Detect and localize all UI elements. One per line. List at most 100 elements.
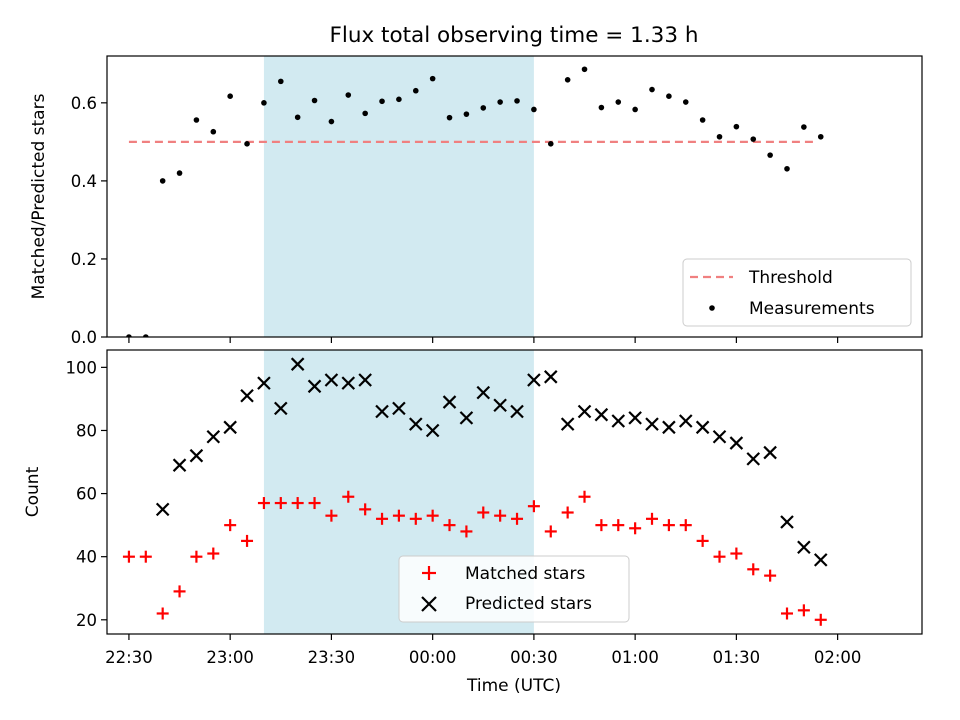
matched-stars-point: [511, 512, 524, 525]
legend-matched-swatch: [422, 566, 436, 580]
predicted-stars-point: [476, 385, 491, 400]
measurement-point: [598, 104, 605, 111]
measurement-point: [733, 123, 740, 130]
bottom-plot-frame: [106, 349, 923, 635]
predicted-stars-point: [324, 373, 339, 387]
predicted-stars-point: [510, 404, 524, 419]
x-tick-label: 02:00: [814, 648, 862, 667]
matched-stars-point: [156, 607, 169, 620]
matched-stars-point: [662, 519, 675, 532]
bottom-y-axis: 20 40 60 80 100: [66, 358, 107, 630]
matched-stars-point: [747, 563, 760, 576]
predicted-stars-point: [493, 398, 507, 413]
measurement-point: [480, 105, 487, 111]
matched-stars-point: [224, 519, 237, 532]
predicted-stars-point: [527, 373, 541, 387]
measurement-point: [379, 98, 385, 105]
matched-stars-point: [679, 519, 692, 532]
measurement-point: [817, 133, 824, 140]
measurement-point: [429, 75, 436, 82]
predicted-stars-point: [257, 376, 271, 390]
matched-stars-series: [122, 490, 827, 626]
y-tick-label: 0.2: [71, 250, 97, 269]
legend-predicted-label: Predicted stars: [465, 594, 592, 614]
matched-stars-point: [595, 519, 608, 532]
legend-predicted-swatch: [421, 596, 437, 612]
measurement-point: [126, 334, 132, 337]
x-tick-label: 00:00: [409, 648, 457, 667]
matched-stars-point: [713, 550, 726, 563]
matched-stars-point: [629, 522, 642, 535]
measurement-point: [666, 93, 672, 99]
matched-stars-point: [122, 550, 135, 563]
chart-title: Flux total observing time = 1.33 h: [330, 23, 699, 48]
measurement-point: [463, 111, 470, 117]
x-tick-label: 01:00: [611, 648, 659, 667]
bottom-legend: Matched stars Predicted stars: [398, 555, 630, 623]
measurement-point: [362, 110, 368, 117]
matched-stars-point: [308, 497, 321, 510]
matched-stars-point: [696, 534, 709, 547]
predicted-stars-point: [678, 414, 693, 428]
matched-stars-point: [477, 506, 490, 519]
measurement-point: [632, 106, 638, 113]
y-tick-label: 20: [76, 611, 97, 630]
matched-stars-point: [291, 497, 304, 510]
matched-stars-point: [494, 509, 507, 522]
matched-stars-point: [274, 497, 287, 510]
legend-measurements-swatch: [709, 305, 715, 311]
predicted-stars-point: [392, 401, 406, 416]
top-y-axis: 0.0 0.2 0.4 0.6: [71, 94, 107, 347]
bottom-legend-box: [398, 555, 630, 623]
matched-stars-point: [409, 512, 422, 525]
measurement-point: [396, 96, 402, 103]
measurement-point: [547, 141, 554, 147]
predicted-stars-point: [628, 411, 642, 425]
measurement-point: [801, 124, 807, 130]
predicted-stars-point: [780, 515, 794, 529]
matched-stars-point: [139, 550, 152, 563]
top-plot-frame: [106, 55, 923, 338]
measurement-point: [767, 152, 773, 158]
measurement-point: [615, 99, 622, 105]
top-x-ticks: [128, 337, 839, 343]
shaded-span-rect: [263, 56, 534, 337]
top-y-axis-label: Matched/Predicted stars: [29, 93, 49, 299]
measurement-point: [412, 87, 419, 94]
x-tick-label: 23:30: [308, 648, 356, 667]
x-tick-label: 23:00: [206, 648, 254, 667]
measurement-point: [581, 66, 588, 73]
matched-stars-point: [612, 519, 625, 532]
measurement-point: [159, 178, 166, 184]
matched-stars-point: [814, 613, 827, 626]
predicted-stars-point: [206, 429, 221, 444]
predicted-stars-point: [290, 357, 305, 371]
y-tick-label: 40: [76, 548, 97, 567]
measurement-point: [750, 136, 757, 142]
measurement-point: [193, 117, 200, 123]
measurement-point: [564, 77, 571, 83]
measurement-point: [784, 165, 790, 172]
matched-stars-point: [325, 509, 338, 522]
measurement-point: [682, 99, 689, 105]
predicted-stars-point: [577, 404, 592, 419]
predicted-stars-point: [729, 436, 744, 450]
top-legend-box: [682, 258, 912, 327]
measurement-point: [345, 92, 352, 98]
top-panel: 0.0 0.2 0.4 0.6 Matched/Predicted stars Thr…: [29, 55, 923, 347]
top-shaded-span: [263, 56, 534, 337]
matched-stars-point: [527, 500, 540, 513]
y-tick-label: 0.4: [71, 172, 97, 191]
predicted-stars-point: [155, 502, 170, 517]
matched-stars-point: [646, 512, 659, 525]
y-tick-label: 60: [76, 485, 97, 504]
measurement-point: [261, 100, 267, 106]
matched-stars-point: [544, 525, 557, 538]
measurement-point: [311, 97, 318, 104]
legend-threshold-label: Threshold: [748, 268, 833, 288]
predicted-stars-point: [611, 414, 626, 428]
predicted-stars-point: [543, 370, 558, 384]
predicted-stars-point: [459, 411, 474, 425]
bottom-x-axis: 22:30 23:00 23:30 00:00 00:30 01:00 01:30 02:00: [105, 634, 861, 667]
